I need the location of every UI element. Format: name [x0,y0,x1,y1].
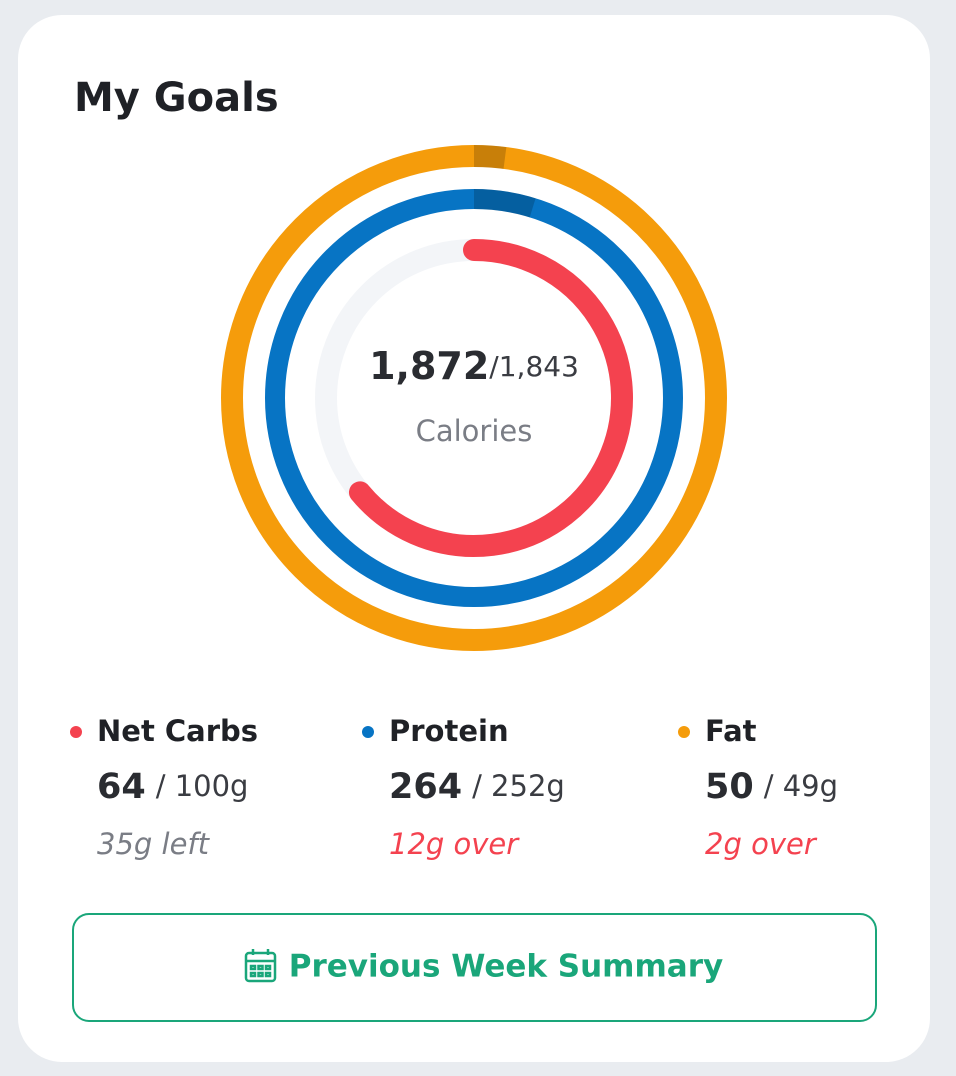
legend-dot [678,726,690,738]
macro-goal: / 252g [472,769,565,803]
button[interactable]: Previous Week Summary [72,913,877,1022]
button-frame[interactable] [72,913,877,1022]
macro-amount: 50 / 49g [705,767,838,807]
macro-consumed: 64 [97,767,146,807]
macro-status: 2g over [705,827,818,861]
macro-status: 35g left [97,827,211,861]
calories-consumed: 1,872 [369,344,489,388]
calories-goal: /1,843 [489,350,579,383]
legend-dot [362,726,374,738]
macro-consumed: 264 [389,767,462,807]
calorie-total: 1,872/1,843 [369,344,579,388]
macro-name: Fat [705,714,757,748]
macro-amount: 64 / 100g [97,767,248,807]
legend-dot [70,726,82,738]
macro-goal: / 100g [156,769,249,803]
macro-consumed: 50 [705,767,754,807]
macro-goal: / 49g [764,769,838,803]
progress-overage [473,145,507,169]
progress-overage [473,189,536,218]
calendar-icon [244,949,277,983]
button-label[interactable]: Previous Week Summary [289,949,723,985]
progress-ring [348,239,633,557]
title: My Goals [74,75,279,121]
progress-ring [221,145,727,651]
macro-amount: 264 / 252g [389,767,565,807]
macro-name: Net Carbs [97,714,258,748]
macro-status: 12g over [389,827,520,861]
progress-ring [265,189,683,607]
calories-label: Calories [416,414,533,448]
macro-name: Protein [389,714,509,748]
